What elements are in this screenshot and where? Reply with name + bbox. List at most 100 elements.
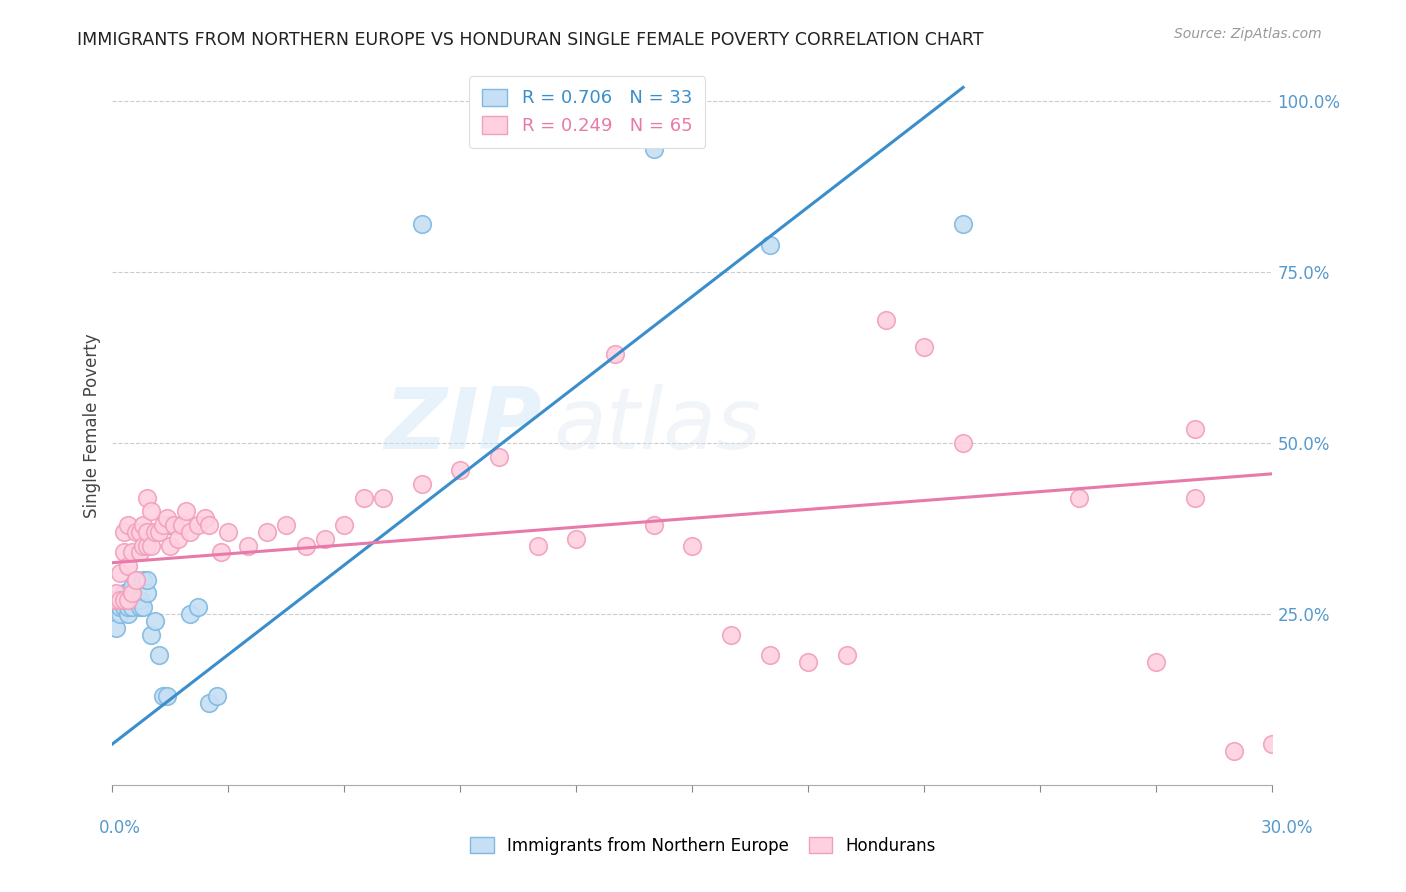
Point bbox=[117, 559, 139, 574]
Point bbox=[156, 511, 179, 525]
Point bbox=[411, 217, 433, 231]
Point bbox=[236, 539, 259, 553]
Point bbox=[112, 586, 135, 600]
Point bbox=[110, 593, 132, 607]
Point bbox=[112, 600, 135, 615]
Point bbox=[353, 491, 375, 505]
Point bbox=[186, 518, 209, 533]
Point bbox=[198, 518, 221, 533]
Point bbox=[797, 655, 820, 669]
Text: 0.0%: 0.0% bbox=[98, 819, 141, 837]
Point bbox=[159, 539, 181, 553]
Point bbox=[837, 648, 859, 662]
Point bbox=[720, 627, 742, 641]
Point bbox=[141, 539, 163, 553]
Point bbox=[121, 586, 143, 600]
Point bbox=[132, 539, 155, 553]
Point bbox=[152, 689, 174, 703]
Point bbox=[110, 593, 132, 607]
Point bbox=[167, 532, 190, 546]
Point bbox=[117, 518, 139, 533]
Point bbox=[759, 237, 782, 252]
Legend: R = 0.706   N = 33, R = 0.249   N = 65: R = 0.706 N = 33, R = 0.249 N = 65 bbox=[470, 76, 706, 148]
Point bbox=[105, 621, 128, 635]
Point bbox=[110, 607, 132, 621]
Point bbox=[194, 511, 217, 525]
Point bbox=[105, 600, 128, 615]
Point bbox=[132, 518, 155, 533]
Text: 30.0%: 30.0% bbox=[1260, 819, 1313, 837]
Point bbox=[136, 586, 159, 600]
Point bbox=[643, 142, 665, 156]
Point bbox=[1146, 655, 1168, 669]
Point bbox=[121, 586, 143, 600]
Point bbox=[179, 524, 201, 539]
Point bbox=[112, 545, 135, 559]
Point bbox=[128, 600, 150, 615]
Point bbox=[132, 573, 155, 587]
Point bbox=[112, 524, 135, 539]
Point bbox=[914, 340, 936, 354]
Point bbox=[276, 518, 298, 533]
Point bbox=[1184, 422, 1206, 436]
Point bbox=[136, 524, 159, 539]
Point bbox=[174, 504, 197, 518]
Point bbox=[682, 539, 704, 553]
Point bbox=[124, 573, 148, 587]
Point bbox=[124, 593, 148, 607]
Point bbox=[132, 600, 155, 615]
Point bbox=[101, 593, 124, 607]
Point bbox=[952, 436, 974, 450]
Point bbox=[152, 518, 174, 533]
Point bbox=[128, 545, 150, 559]
Point bbox=[411, 477, 433, 491]
Point bbox=[124, 524, 148, 539]
Point bbox=[952, 217, 974, 231]
Point bbox=[218, 524, 240, 539]
Point bbox=[148, 524, 170, 539]
Point bbox=[371, 491, 394, 505]
Point bbox=[1261, 737, 1284, 751]
Point bbox=[117, 607, 139, 621]
Point bbox=[1184, 491, 1206, 505]
Point bbox=[128, 524, 150, 539]
Point bbox=[605, 347, 627, 361]
Point bbox=[1069, 491, 1091, 505]
Point bbox=[141, 504, 163, 518]
Point bbox=[179, 607, 201, 621]
Point bbox=[205, 689, 228, 703]
Point bbox=[565, 532, 588, 546]
Point bbox=[117, 593, 139, 607]
Text: Source: ZipAtlas.com: Source: ZipAtlas.com bbox=[1174, 27, 1322, 41]
Point bbox=[121, 580, 143, 594]
Point bbox=[110, 600, 132, 615]
Point bbox=[117, 600, 139, 615]
Point bbox=[128, 593, 150, 607]
Point bbox=[527, 539, 550, 553]
Point bbox=[488, 450, 510, 464]
Point bbox=[256, 524, 278, 539]
Point bbox=[136, 539, 159, 553]
Point bbox=[124, 573, 148, 587]
Y-axis label: Single Female Poverty: Single Female Poverty bbox=[83, 334, 101, 518]
Point bbox=[110, 566, 132, 580]
Point bbox=[643, 518, 665, 533]
Point bbox=[112, 593, 135, 607]
Point bbox=[121, 600, 143, 615]
Text: IMMIGRANTS FROM NORTHERN EUROPE VS HONDURAN SINGLE FEMALE POVERTY CORRELATION CH: IMMIGRANTS FROM NORTHERN EUROPE VS HONDU… bbox=[77, 31, 984, 49]
Point bbox=[295, 539, 318, 553]
Point bbox=[450, 463, 472, 477]
Point bbox=[1223, 744, 1246, 758]
Point bbox=[136, 573, 159, 587]
Point bbox=[148, 648, 170, 662]
Point bbox=[105, 593, 128, 607]
Point bbox=[759, 648, 782, 662]
Point bbox=[314, 532, 336, 546]
Point bbox=[143, 614, 166, 628]
Point bbox=[159, 518, 181, 533]
Point bbox=[186, 600, 209, 615]
Point bbox=[136, 491, 159, 505]
Point bbox=[141, 627, 163, 641]
Legend: Immigrants from Northern Europe, Hondurans: Immigrants from Northern Europe, Hondura… bbox=[464, 830, 942, 862]
Point bbox=[101, 593, 124, 607]
